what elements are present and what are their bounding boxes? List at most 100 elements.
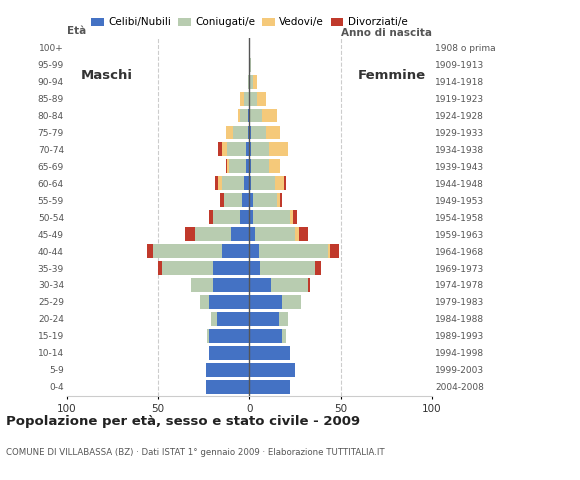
Bar: [253, 75, 257, 89]
Bar: [260, 261, 315, 275]
Text: Anno di nascita: Anno di nascita: [341, 28, 432, 38]
Bar: [227, 159, 229, 173]
Bar: [282, 295, 300, 309]
Bar: [233, 125, 248, 139]
Bar: [158, 261, 162, 275]
Bar: [299, 227, 308, 241]
Bar: [249, 108, 262, 122]
Bar: [226, 125, 233, 139]
Bar: [249, 346, 289, 360]
Bar: [220, 193, 224, 207]
Bar: [249, 295, 282, 309]
Bar: [213, 278, 249, 292]
Bar: [242, 193, 249, 207]
Bar: [249, 363, 295, 377]
Text: Età: Età: [67, 26, 86, 36]
Bar: [282, 329, 286, 343]
Bar: [186, 227, 195, 241]
Bar: [213, 261, 249, 275]
Bar: [249, 193, 253, 207]
Bar: [248, 125, 249, 139]
Bar: [277, 193, 281, 207]
Bar: [251, 159, 270, 173]
Bar: [213, 210, 240, 224]
Bar: [222, 143, 227, 156]
Bar: [229, 159, 246, 173]
Bar: [244, 92, 249, 106]
Bar: [249, 92, 257, 106]
Bar: [209, 329, 249, 343]
Bar: [246, 143, 249, 156]
Bar: [249, 159, 251, 173]
Bar: [262, 108, 277, 122]
Bar: [328, 244, 330, 258]
Bar: [249, 261, 260, 275]
Legend: Celibi/Nubili, Coniugati/e, Vedovi/e, Divorziati/e: Celibi/Nubili, Coniugati/e, Vedovi/e, Di…: [87, 13, 412, 32]
Bar: [251, 143, 270, 156]
Bar: [209, 295, 249, 309]
Bar: [249, 75, 253, 89]
Bar: [249, 176, 251, 190]
Bar: [259, 244, 328, 258]
Bar: [240, 210, 249, 224]
Bar: [249, 380, 289, 394]
Bar: [266, 125, 281, 139]
Bar: [191, 278, 213, 292]
Bar: [275, 176, 284, 190]
Text: Popolazione per età, sesso e stato civile - 2009: Popolazione per età, sesso e stato civil…: [6, 415, 360, 428]
Bar: [270, 143, 288, 156]
Bar: [284, 176, 286, 190]
Bar: [308, 278, 310, 292]
Bar: [270, 159, 281, 173]
Bar: [253, 193, 277, 207]
Bar: [278, 312, 288, 326]
Bar: [215, 176, 218, 190]
Bar: [251, 176, 275, 190]
Bar: [255, 227, 295, 241]
Bar: [249, 227, 255, 241]
Bar: [231, 227, 249, 241]
Bar: [222, 244, 249, 258]
Bar: [251, 125, 266, 139]
Bar: [162, 261, 213, 275]
Bar: [253, 210, 289, 224]
Bar: [222, 176, 244, 190]
Bar: [211, 312, 216, 326]
Bar: [248, 75, 249, 89]
Bar: [226, 159, 227, 173]
Text: COMUNE DI VILLABASSA (BZ) · Dati ISTAT 1° gennaio 2009 · Elaborazione TUTTITALIA: COMUNE DI VILLABASSA (BZ) · Dati ISTAT 1…: [6, 448, 385, 457]
Bar: [249, 210, 253, 224]
Bar: [249, 329, 282, 343]
Bar: [238, 108, 240, 122]
Bar: [249, 278, 271, 292]
Bar: [330, 244, 339, 258]
Bar: [224, 193, 242, 207]
Bar: [257, 92, 266, 106]
Bar: [293, 210, 297, 224]
Bar: [240, 92, 244, 106]
Bar: [248, 108, 249, 122]
Bar: [240, 108, 248, 122]
Bar: [153, 244, 222, 258]
Bar: [244, 176, 249, 190]
Bar: [249, 143, 251, 156]
Bar: [295, 227, 299, 241]
Bar: [249, 125, 251, 139]
Bar: [271, 278, 308, 292]
Bar: [218, 176, 222, 190]
Bar: [281, 193, 282, 207]
Text: Femmine: Femmine: [358, 69, 426, 82]
Bar: [208, 329, 209, 343]
Bar: [249, 58, 251, 72]
Bar: [209, 346, 249, 360]
Bar: [195, 227, 231, 241]
Bar: [227, 143, 246, 156]
Bar: [216, 312, 249, 326]
Bar: [209, 210, 213, 224]
Bar: [315, 261, 321, 275]
Bar: [249, 244, 259, 258]
Bar: [289, 210, 293, 224]
Bar: [200, 295, 209, 309]
Bar: [246, 159, 249, 173]
Bar: [218, 143, 222, 156]
